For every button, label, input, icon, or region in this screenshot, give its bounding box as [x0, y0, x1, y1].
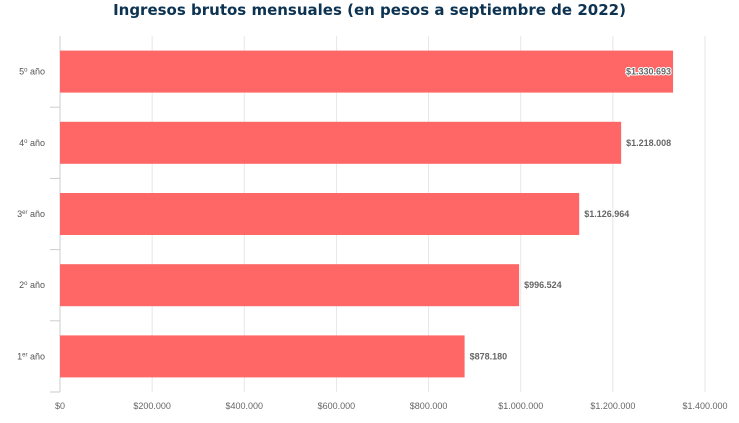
x-tick-label: $0 [55, 401, 65, 411]
category-label: 5o año [19, 67, 45, 77]
data-label: $1.218.008 [626, 138, 671, 148]
x-tick-label: $200.000 [133, 401, 171, 411]
x-tick-label: $800.000 [410, 401, 448, 411]
bar [60, 121, 622, 164]
data-label: $996.524 [524, 280, 562, 290]
x-tick-label: $600.000 [318, 401, 356, 411]
bar [60, 50, 674, 93]
x-tick-label: $1.400.000 [682, 401, 727, 411]
category-label: 2o año [19, 280, 45, 290]
bar [60, 193, 580, 235]
bar [60, 264, 520, 307]
data-label: $1.330.693 [626, 67, 671, 77]
bar [60, 335, 465, 378]
data-label: $878.180 [470, 351, 508, 361]
x-tick-label: $1.200.000 [590, 401, 635, 411]
chart-title: Ingresos brutos mensuales (en pesos a se… [113, 1, 626, 19]
category-label: 4o año [19, 138, 45, 148]
category-label: 1er año [17, 351, 45, 361]
x-tick-label: $1.000.000 [498, 401, 543, 411]
category-label: 3er año [17, 209, 45, 219]
data-label: $1.126.964 [584, 209, 629, 219]
x-tick-label: $400.000 [226, 401, 264, 411]
